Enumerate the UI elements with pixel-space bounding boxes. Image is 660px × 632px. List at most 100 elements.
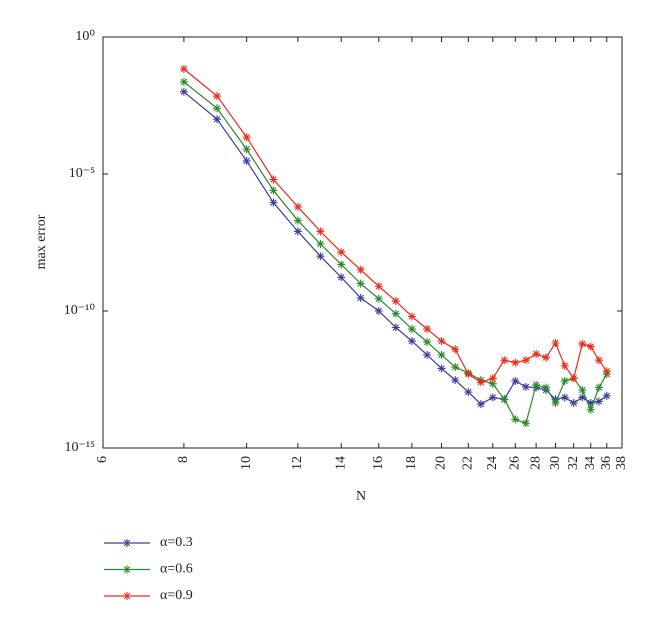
data-point [407,337,416,346]
data-point [586,342,595,351]
x-axis-label: N [356,489,366,504]
data-point [293,227,302,236]
data-point [451,345,460,354]
data-point [488,374,497,383]
data-point [594,356,603,365]
data-point [269,198,278,207]
data-point [569,398,578,407]
x-tick-label: 30 [548,456,563,470]
y-axis-label: max error [34,214,49,269]
data-point [500,356,509,365]
x-tick-label: 10 [239,456,254,470]
data-point [437,364,446,373]
data-point [316,239,325,248]
data-point [586,398,595,407]
x-tick-label: 28 [528,456,543,470]
y-tick-label: 10⁻⁵ [69,166,95,181]
data-point [464,388,473,397]
data-point [542,353,551,362]
data-point [407,325,416,334]
data-point [594,397,603,406]
x-tick-label: 36 [599,456,614,470]
x-tick-label: 26 [508,456,523,470]
x-tick-label: 12 [290,456,305,470]
data-point [532,349,541,358]
data-point [511,415,520,424]
data-point [242,145,251,154]
data-point [242,156,251,165]
data-point [532,380,541,389]
data-point [356,265,365,274]
y-tick-label: 10⁻¹⁵ [65,440,96,455]
data-point [316,252,325,261]
x-tick-label: 14 [333,456,348,470]
legend-marker [123,565,131,574]
data-point [179,77,188,86]
data-point [337,260,346,269]
data-point [602,367,611,376]
legend-label: α=0.3 [160,535,193,550]
data-point [213,92,222,101]
data-point [391,297,400,306]
data-point [602,391,611,400]
data-point [269,175,278,184]
data-point [337,273,346,282]
data-point [594,383,603,392]
data-point [560,361,569,370]
x-tick-label: 22 [461,456,476,470]
data-point [500,395,509,404]
data-point [542,383,551,392]
data-point [391,309,400,318]
series-line [183,68,608,383]
y-tick-label: 10⁻¹⁰ [64,303,96,318]
data-point [269,186,278,195]
series-line [183,81,608,425]
data-point [356,293,365,302]
x-tick-label: 38 [614,456,629,470]
data-point [437,350,446,359]
data-point [578,393,587,402]
data-point [374,282,383,291]
data-point [374,294,383,303]
data-point [316,227,325,236]
data-point [423,325,432,334]
data-point [569,374,578,383]
x-tick-label: 20 [434,456,449,470]
data-point [437,337,446,346]
x-tick-label: 18 [404,456,419,470]
data-point [586,405,595,414]
data-point [356,279,365,288]
x-tick-label: 24 [485,456,500,470]
legend-label: α=0.6 [160,562,193,577]
data-point [213,104,222,113]
data-point [551,338,560,347]
data-point [488,393,497,402]
data-point [464,370,473,379]
data-point [407,312,416,321]
data-point [521,356,530,365]
y-tick-label: 10⁰ [75,29,95,44]
data-point [560,393,569,402]
data-point [391,323,400,332]
data-point [213,115,222,124]
data-point [578,386,587,395]
data-point [521,382,530,391]
data-point [179,87,188,96]
data-point [179,64,188,73]
legend-label: α=0.9 [160,588,193,603]
legend-marker [123,592,131,600]
data-point [511,376,520,385]
data-point [242,133,251,142]
data-point [374,307,383,315]
data-point [293,202,302,211]
legend-marker [123,539,131,547]
data-point [293,216,302,225]
data-point [451,363,460,372]
data-point [423,337,432,346]
data-point [488,379,497,388]
data-point [521,419,530,428]
x-tick-label: 8 [176,456,191,463]
data-point [451,376,460,385]
x-tick-label: 32 [566,456,581,470]
